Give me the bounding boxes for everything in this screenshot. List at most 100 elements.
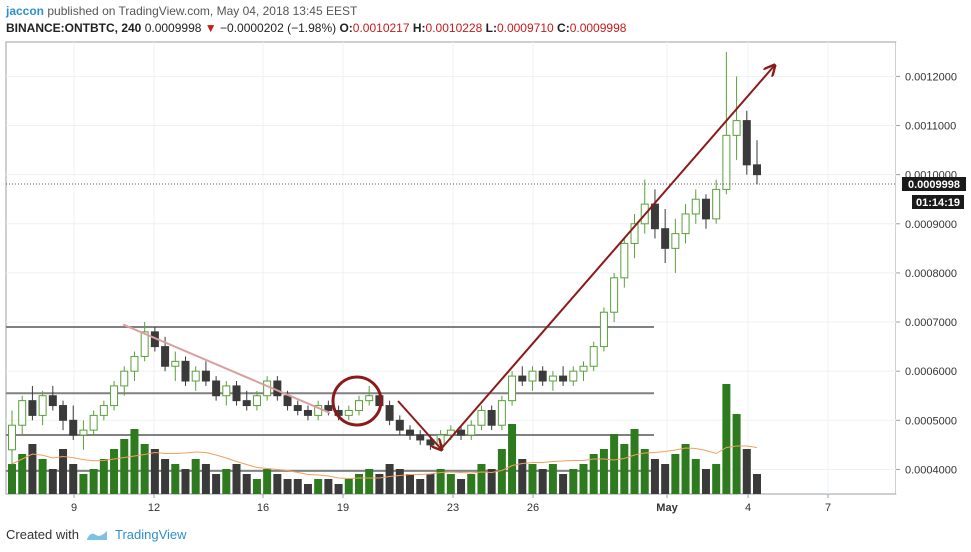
candle-body <box>242 400 251 407</box>
tradingview-brand-link[interactable]: TradingView <box>114 527 187 542</box>
open-value: 0.0010217 <box>352 21 410 35</box>
candle-body <box>548 375 557 382</box>
volume-moving-average <box>11 445 758 480</box>
y-tick-label: 0.0006000 <box>905 366 957 378</box>
volume-bar <box>436 469 445 494</box>
volume-bar <box>446 474 455 494</box>
close-label: C: <box>557 21 570 35</box>
candle-body <box>8 424 16 451</box>
volume-bar <box>354 474 363 494</box>
x-tick-label: 26 <box>527 502 539 514</box>
volume-bar <box>395 469 404 494</box>
volume-bar <box>365 469 374 494</box>
candle-body <box>48 395 57 407</box>
candle-body <box>589 346 598 367</box>
candle-body <box>79 429 88 436</box>
down-triangle-icon: ▼ <box>204 21 217 35</box>
candle-body <box>38 395 47 416</box>
volume-bar <box>293 479 302 494</box>
volume-bar <box>28 444 37 494</box>
x-tick-labels: 9 12 16 19 23 26 May 4 7 <box>71 494 831 514</box>
candle-body <box>89 414 98 431</box>
volume-bar <box>181 469 190 494</box>
candle-body <box>477 409 486 426</box>
candle-body <box>681 213 690 235</box>
candle-body <box>385 405 394 421</box>
highlight-circle <box>331 375 383 427</box>
volume-bar <box>681 444 690 494</box>
footer: Created with TradingView <box>6 527 187 542</box>
volume-bar <box>691 459 700 494</box>
volume-bar <box>732 414 741 494</box>
x-tick-label: May <box>656 502 678 514</box>
candle-body <box>99 405 108 416</box>
volume-bar <box>161 459 170 494</box>
candle-body <box>191 370 200 382</box>
low-label: L: <box>485 21 497 35</box>
symbol-label: BINANCE:ONTBTC, 240 <box>6 21 142 35</box>
down-arrow <box>397 400 441 449</box>
volume-bar <box>59 449 68 494</box>
volume-bar <box>18 454 27 494</box>
candle-body <box>69 419 78 436</box>
candle-body <box>140 331 149 357</box>
volume-bar <box>538 469 547 494</box>
volume-bar <box>722 384 731 494</box>
candle-body <box>599 311 608 348</box>
candle-body <box>467 424 476 436</box>
volume-bar <box>38 459 47 494</box>
volume-bar <box>497 449 506 494</box>
price-tag: 0.0009998 <box>908 179 960 191</box>
candle-body <box>212 380 221 397</box>
y-tick-label: 0.0012000 <box>905 71 957 83</box>
candle-body <box>538 370 547 382</box>
candle-body <box>222 385 231 397</box>
candle-body <box>753 164 761 176</box>
volume-bar <box>263 469 272 494</box>
volume-bar <box>610 434 619 494</box>
y-tick-label: 0.0005000 <box>905 415 957 427</box>
y-tick-label: 0.0008000 <box>905 268 957 280</box>
candle-body <box>661 228 670 249</box>
price-axis[interactable] <box>896 42 971 494</box>
volume-bar <box>69 464 78 494</box>
volume-bar <box>518 459 527 494</box>
candle-body <box>283 395 292 407</box>
y-tick-label: 0.0009000 <box>905 219 957 231</box>
high-value: 0.0010228 <box>425 21 483 35</box>
candle-body <box>671 233 680 249</box>
volume-bar <box>528 464 537 494</box>
volume-bar <box>232 464 241 494</box>
volume-bar <box>630 429 639 494</box>
tradingview-logo-icon <box>86 530 107 540</box>
candles <box>8 51 761 465</box>
last-price: 0.0009998 <box>144 21 202 35</box>
candle-body <box>406 429 415 436</box>
volume-bar <box>548 464 557 494</box>
candle-body <box>303 409 312 416</box>
up-arrow <box>440 66 774 450</box>
candle-body <box>650 203 659 230</box>
x-tick-label: 9 <box>71 502 77 514</box>
volume-bar <box>99 459 108 494</box>
candle-body <box>712 188 721 220</box>
candle-body <box>497 400 506 426</box>
y-tick-label: 0.0004000 <box>905 464 957 476</box>
candle-body <box>518 375 527 382</box>
candle-body <box>436 434 445 446</box>
volume-bar <box>569 469 578 494</box>
x-tick-label: 23 <box>447 502 459 514</box>
candle-body <box>28 400 37 416</box>
author-name[interactable]: jaccon <box>6 4 45 18</box>
candle-body <box>732 120 741 136</box>
candle-body <box>110 385 119 407</box>
candle-body <box>487 409 496 426</box>
countdown: 01:14:19 <box>916 197 960 209</box>
candle-body <box>630 223 639 244</box>
candle-body <box>201 370 210 382</box>
volume-bar <box>640 449 649 494</box>
candle-body <box>252 395 261 407</box>
volume-bar <box>89 469 98 494</box>
candle-body <box>365 395 374 402</box>
